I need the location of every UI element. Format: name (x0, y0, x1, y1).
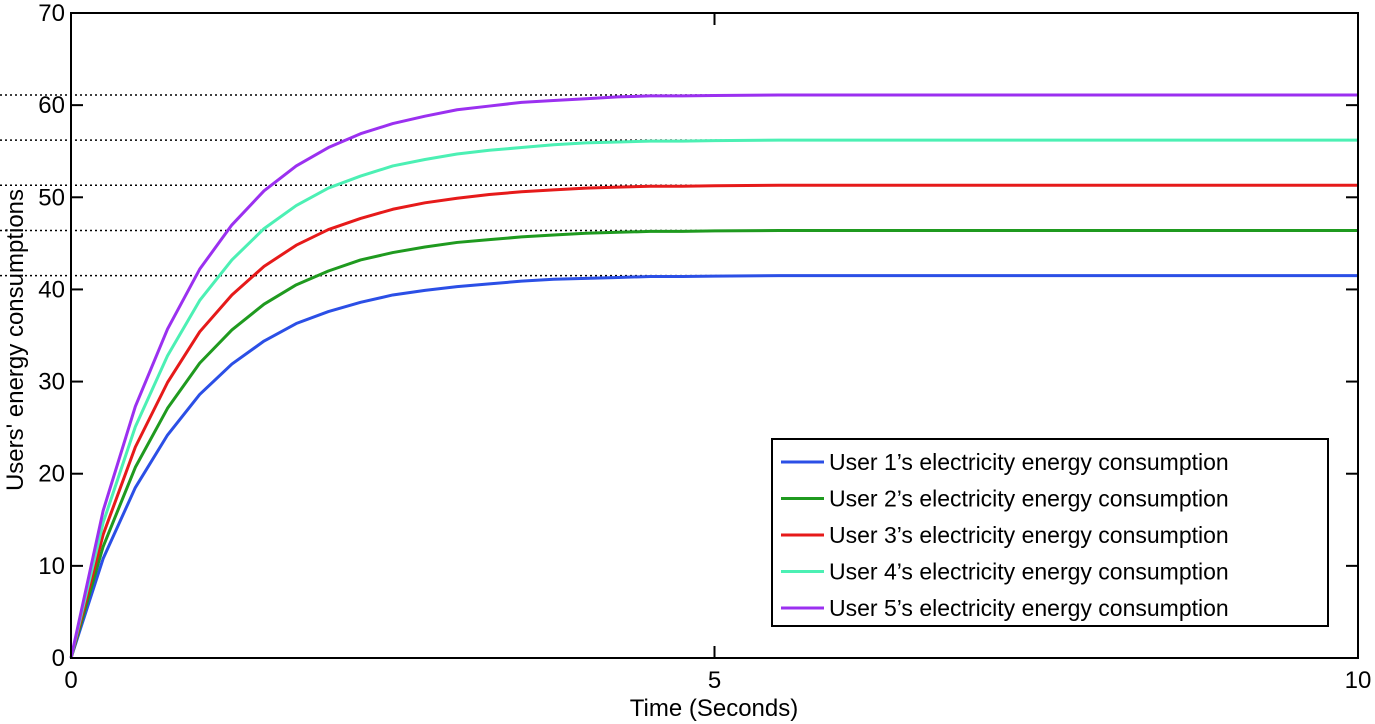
y-tick-label: 10 (38, 553, 65, 580)
series-line-user-1 (69, 274, 1358, 659)
y-tick-label: 40 (38, 276, 65, 303)
legend-label-user-4: User 4’s electricity energy consumption (829, 559, 1229, 585)
y-tick-label: 30 (38, 369, 65, 396)
legend-label-user-1: User 1’s electricity energy consumption (829, 449, 1229, 475)
x-tick-label: 0 (64, 667, 77, 694)
y-tick-label: 0 (52, 645, 65, 672)
legend-label-user-2: User 2’s electricity energy consumption (829, 486, 1229, 512)
y-tick-label: 20 (38, 461, 65, 488)
x-axis-ticks: 0 5 10 (64, 13, 1371, 694)
legend: User 1’s electricity energy consumption U… (771, 438, 1329, 627)
legend-label-user-5: User 5’s electricity energy consumption (829, 595, 1229, 621)
x-tick-label: 10 (1345, 667, 1372, 694)
series-line-user-5 (69, 93, 1358, 659)
y-tick-label: 60 (38, 92, 65, 119)
legend-label-user-3: User 3’s electricity energy consumption (829, 522, 1229, 548)
y-tick-label: 70 (38, 0, 65, 27)
y-axis-title: Users' energy consumptions (2, 189, 29, 491)
y-tick-label: 50 (38, 184, 65, 211)
legend-items: User 1’s electricity energy consumption U… (781, 449, 1229, 621)
series-line-user-2 (69, 228, 1358, 659)
y-axis-ticks: 0 10 20 30 40 50 60 70 (38, 0, 1358, 672)
legend-box (771, 438, 1329, 627)
series-line-user-4 (69, 138, 1358, 659)
series-line-user-3 (69, 183, 1358, 659)
x-axis-title: Time (Seconds) (630, 695, 799, 722)
series-lines (69, 93, 1358, 659)
x-tick-label: 5 (708, 667, 721, 694)
